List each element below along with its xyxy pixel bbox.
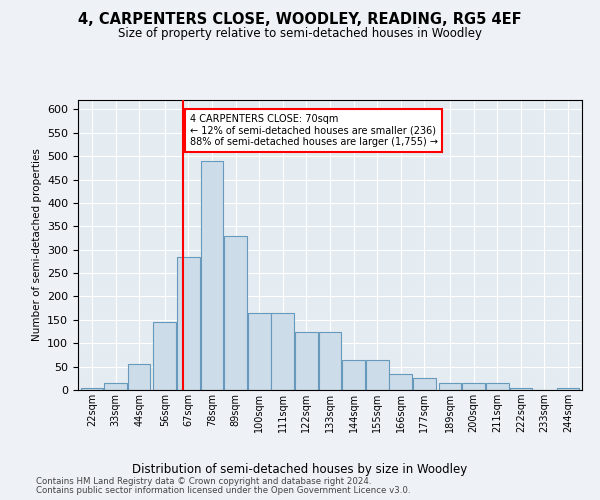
Bar [342, 360, 365, 390]
Bar [366, 360, 389, 390]
Text: Contains HM Land Registry data © Crown copyright and database right 2024.: Contains HM Land Registry data © Crown c… [36, 477, 371, 486]
Text: Distribution of semi-detached houses by size in Woodley: Distribution of semi-detached houses by … [133, 462, 467, 475]
Bar [248, 313, 271, 390]
Text: 4 CARPENTERS CLOSE: 70sqm
← 12% of semi-detached houses are smaller (236)
88% of: 4 CARPENTERS CLOSE: 70sqm ← 12% of semi-… [190, 114, 437, 147]
Y-axis label: Number of semi-detached properties: Number of semi-detached properties [32, 148, 41, 342]
Bar [128, 364, 151, 390]
Bar [271, 313, 294, 390]
Bar [154, 322, 176, 390]
Bar [200, 161, 223, 390]
Bar [80, 388, 103, 390]
Bar [463, 383, 485, 390]
Bar [509, 388, 532, 390]
Bar [319, 332, 341, 390]
Bar [439, 383, 461, 390]
Text: Size of property relative to semi-detached houses in Woodley: Size of property relative to semi-detach… [118, 28, 482, 40]
Text: Contains public sector information licensed under the Open Government Licence v3: Contains public sector information licen… [36, 486, 410, 495]
Bar [104, 383, 127, 390]
Bar [486, 383, 509, 390]
Bar [389, 374, 412, 390]
Bar [177, 256, 200, 390]
Bar [224, 236, 247, 390]
Bar [413, 378, 436, 390]
Bar [295, 332, 318, 390]
Text: 4, CARPENTERS CLOSE, WOODLEY, READING, RG5 4EF: 4, CARPENTERS CLOSE, WOODLEY, READING, R… [78, 12, 522, 28]
Bar [557, 388, 580, 390]
